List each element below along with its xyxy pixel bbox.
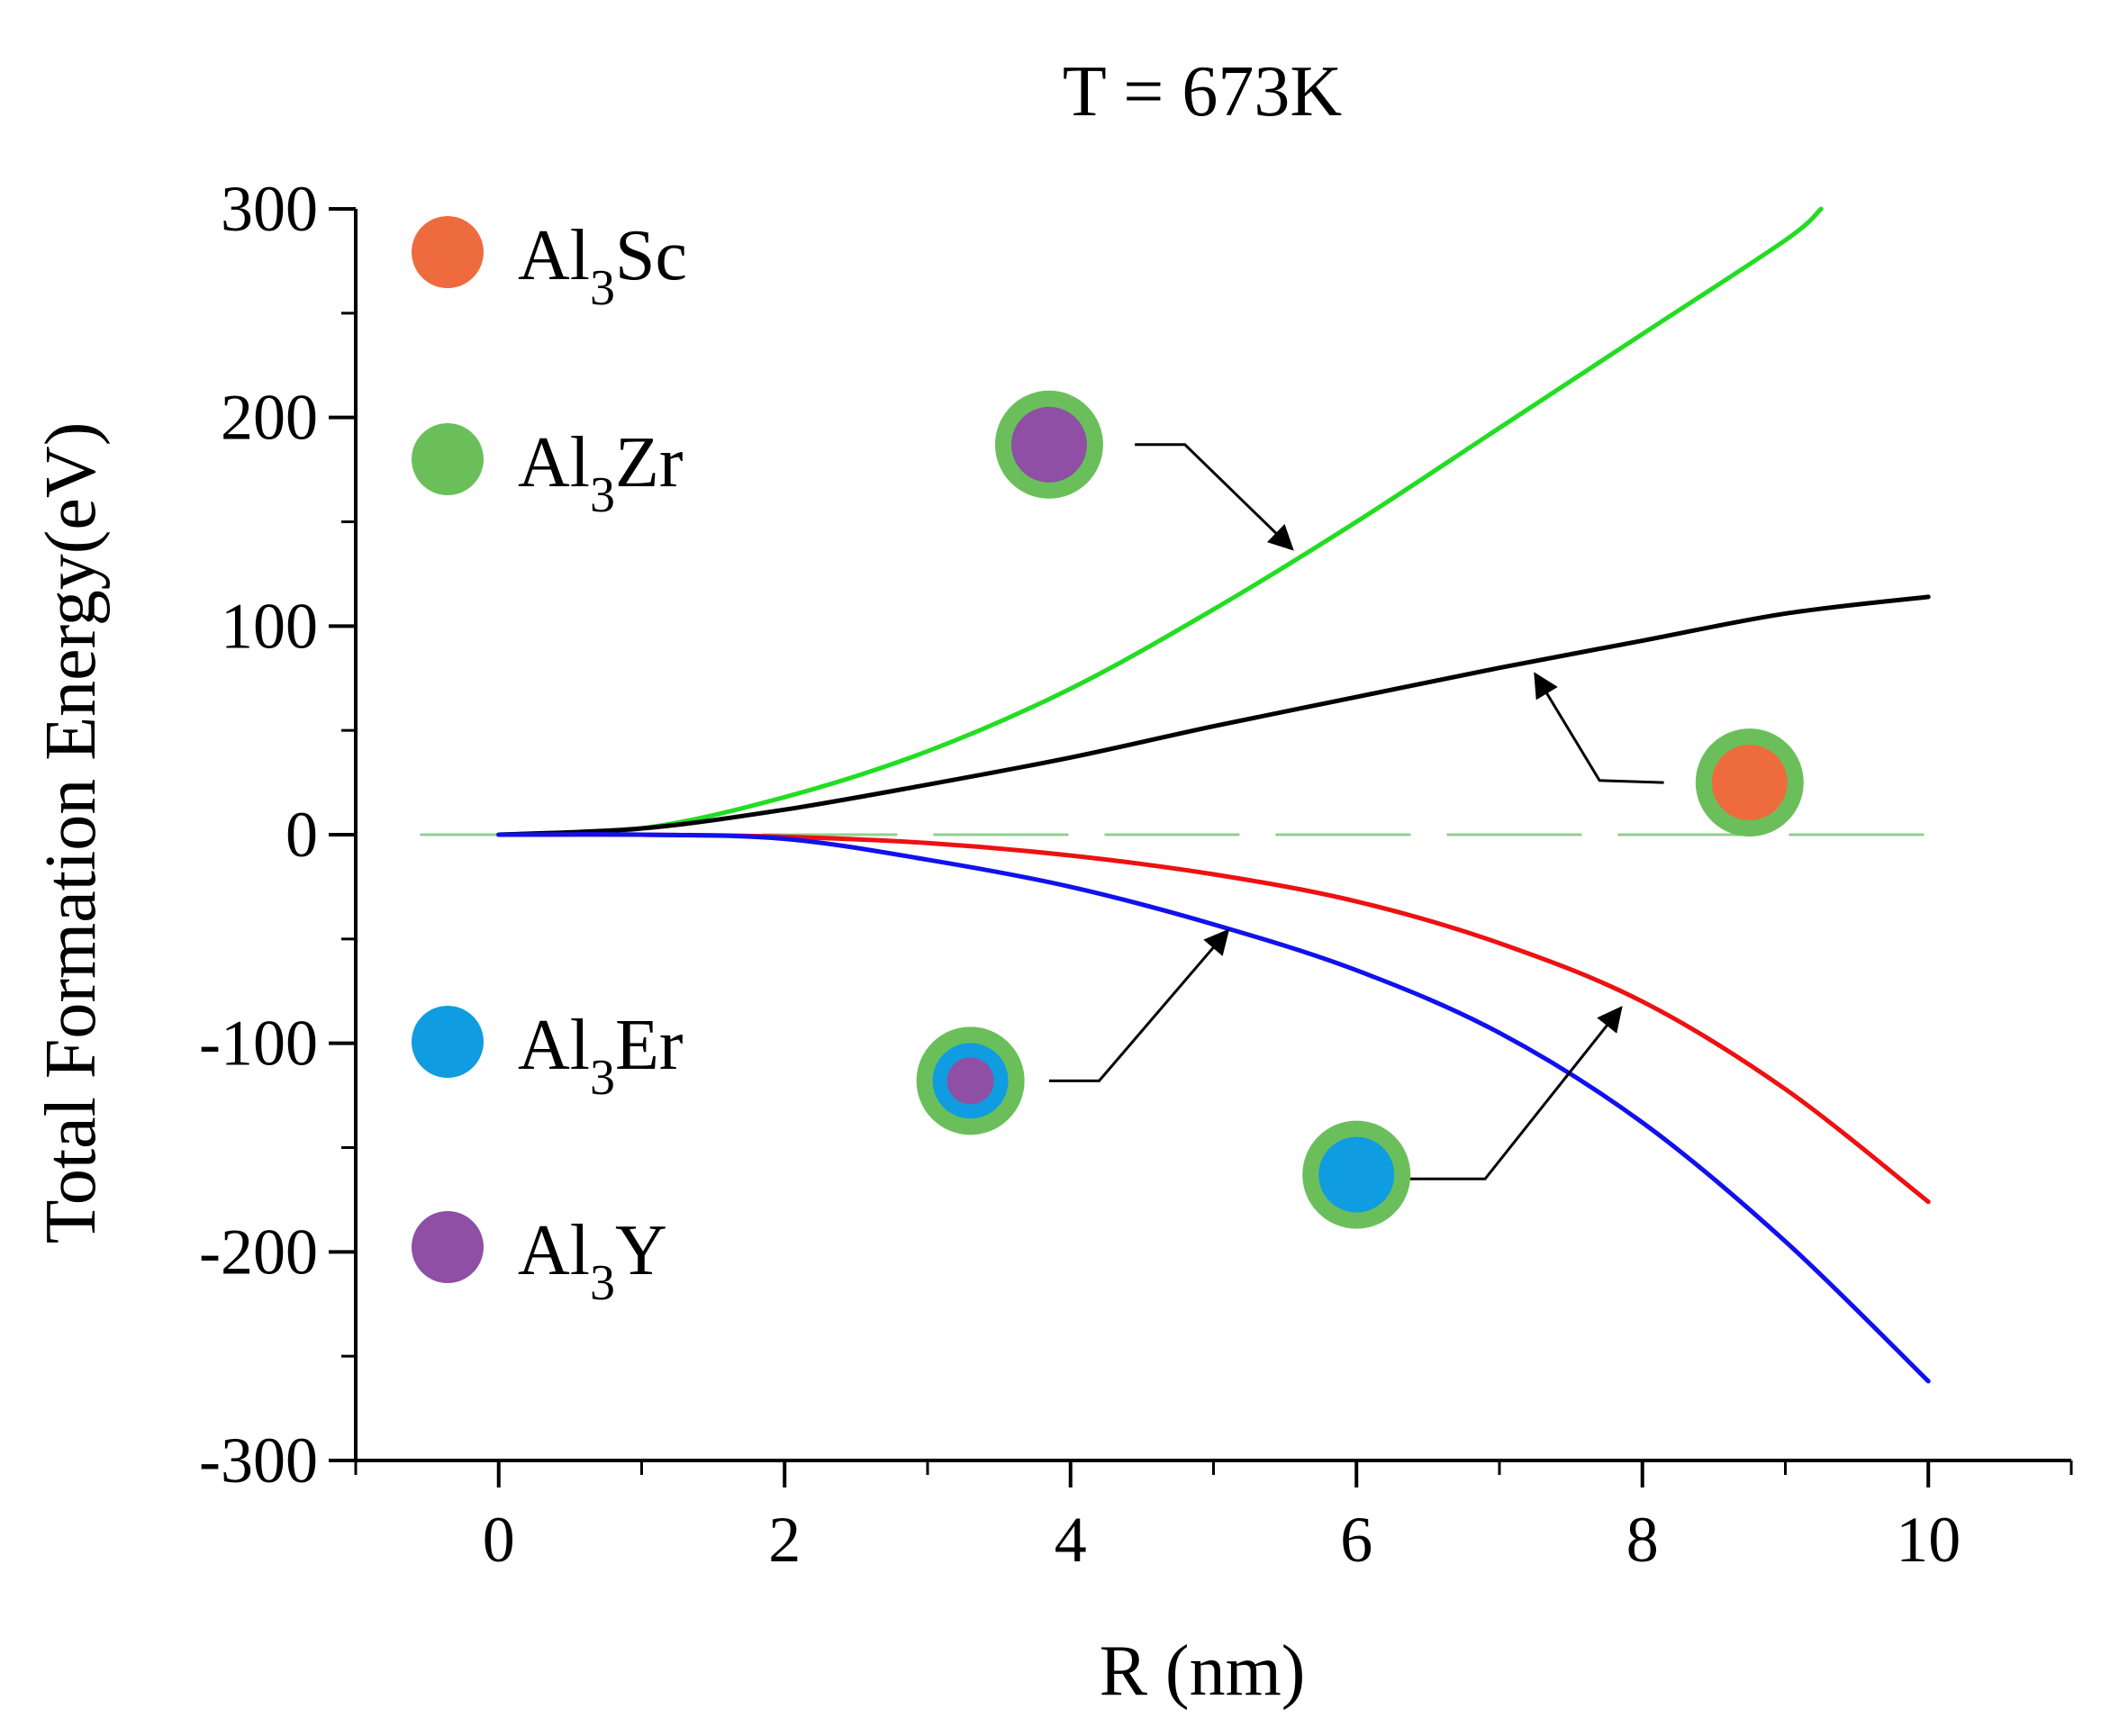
x-tick-label: 0 xyxy=(483,1504,515,1576)
y-tick-label: -200 xyxy=(199,1216,318,1288)
legend-label-1: Al3Sc xyxy=(518,216,687,316)
x-tick-label: 10 xyxy=(1896,1504,1961,1576)
annotation-core-2 xyxy=(1711,745,1788,821)
annotation-arrow-4 xyxy=(1406,1006,1623,1180)
x-tick-label: 8 xyxy=(1626,1504,1659,1576)
chart-title: T = 673K xyxy=(1063,52,1342,131)
legend-marker-1 xyxy=(412,216,484,288)
annotation-arrow-3 xyxy=(1048,928,1230,1082)
legend: Al3Sc Al3Zr Al3Er Al3Y xyxy=(412,216,687,1311)
y-tick-label: -100 xyxy=(199,1008,318,1080)
legend-label-2: Al3Zr xyxy=(518,423,684,523)
legend-label-4: Al3Y xyxy=(518,1211,667,1311)
legend-marker-3 xyxy=(412,1006,484,1078)
annotation-inner-core-3 xyxy=(946,1057,994,1105)
annotation-arrow-1 xyxy=(1135,443,1294,551)
y-tick-label: 200 xyxy=(221,382,318,454)
annotation-arrow-2 xyxy=(1534,672,1664,784)
series-line-4 xyxy=(496,832,1931,1384)
series-line-2 xyxy=(496,594,1931,837)
series-line-1 xyxy=(496,206,1824,837)
plot-area: 300 200 100 0 -100 -200 -300 0 2 4 6 8 10 xyxy=(199,173,2073,1576)
y-tick-label: -300 xyxy=(199,1424,318,1496)
y-tick-label: 100 xyxy=(221,590,318,662)
legend-label-3: Al3Er xyxy=(518,1006,684,1106)
x-tick-label: 2 xyxy=(768,1504,801,1576)
series-line-3 xyxy=(496,832,1931,1205)
y-tick-label: 300 xyxy=(221,173,318,245)
legend-marker-2 xyxy=(412,423,484,495)
annotation-core-4 xyxy=(1318,1136,1395,1213)
y-axis-label: Total Formation Energy(eV) xyxy=(32,422,111,1244)
x-tick-label: 6 xyxy=(1340,1504,1372,1576)
x-axis-label: R (nm) xyxy=(1100,1632,1306,1711)
annotation-core-1 xyxy=(1010,406,1087,483)
y-tick-label: 0 xyxy=(285,799,318,871)
x-tick-label: 4 xyxy=(1055,1504,1087,1576)
legend-marker-4 xyxy=(412,1211,484,1283)
